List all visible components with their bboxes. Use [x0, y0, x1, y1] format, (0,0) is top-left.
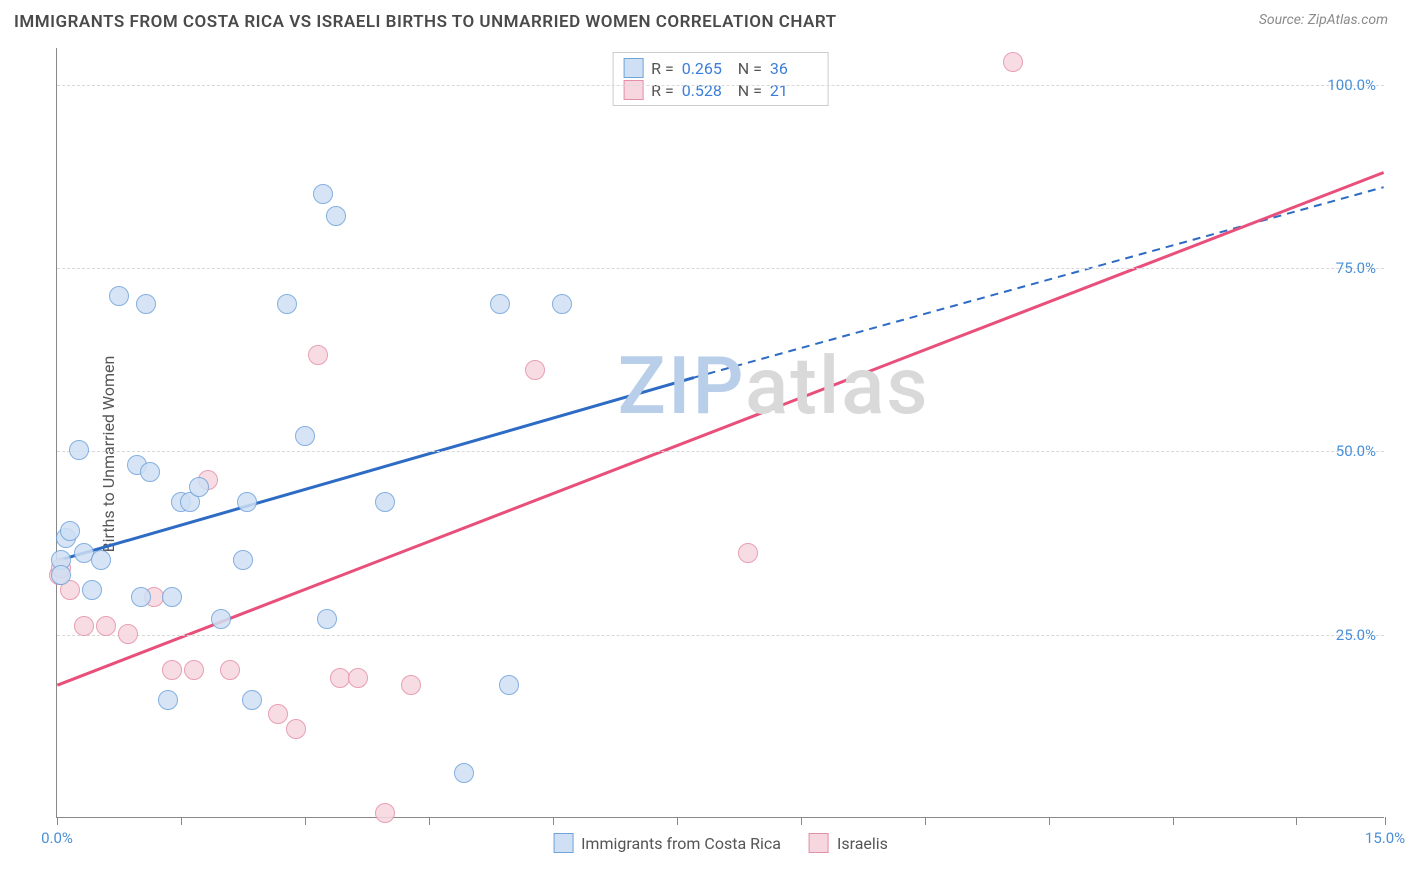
data-point — [317, 609, 337, 629]
data-point — [375, 803, 395, 823]
data-point — [136, 294, 156, 314]
gridline — [57, 85, 1384, 86]
x-tick — [1296, 817, 1297, 825]
x-tick — [801, 817, 802, 825]
data-point — [131, 587, 151, 607]
data-point — [308, 345, 328, 365]
n-value-a: 36 — [770, 59, 818, 78]
data-point — [286, 719, 306, 739]
data-point — [552, 294, 572, 314]
x-tick — [429, 817, 430, 825]
y-tick-label: 50.0% — [1336, 442, 1376, 460]
data-point — [96, 616, 116, 636]
source-credit: Source: ZipAtlas.com — [1259, 12, 1388, 28]
gridline — [57, 635, 1384, 636]
y-tick-label: 25.0% — [1336, 626, 1376, 644]
data-point — [1003, 52, 1023, 72]
x-tick-label: 0.0% — [41, 829, 73, 847]
series-b-label: Israelis — [837, 834, 888, 853]
data-point — [326, 206, 346, 226]
r-value-a: 0.265 — [682, 59, 730, 78]
data-point — [51, 565, 71, 585]
series-a-label: Immigrants from Costa Rica — [581, 834, 781, 853]
data-point — [375, 492, 395, 512]
data-point — [313, 184, 333, 204]
x-tick — [925, 817, 926, 825]
data-point — [118, 624, 138, 644]
swatch-series-a — [623, 58, 643, 78]
n-value-b: 21 — [770, 81, 818, 100]
chart-title: IMMIGRANTS FROM COSTA RICA VS ISRAELI BI… — [14, 12, 837, 32]
swatch-series-b — [623, 80, 643, 100]
data-point — [242, 690, 262, 710]
watermark: ZIPatlas — [618, 339, 930, 433]
data-point — [490, 294, 510, 314]
plot-area: ZIPatlas R =0.265 N =36 R =0.528 N =21 I… — [56, 48, 1384, 818]
data-point — [348, 668, 368, 688]
data-point — [401, 675, 421, 695]
data-point — [211, 609, 231, 629]
data-point — [189, 477, 209, 497]
data-point — [499, 675, 519, 695]
y-tick-label: 100.0% — [1327, 76, 1376, 94]
r-value-b: 0.528 — [682, 81, 730, 100]
x-tick — [57, 817, 58, 825]
x-tick — [677, 817, 678, 825]
data-point — [184, 660, 204, 680]
x-tick — [1173, 817, 1174, 825]
data-point — [738, 543, 758, 563]
data-point — [82, 580, 102, 600]
data-point — [140, 462, 160, 482]
data-point — [268, 704, 288, 724]
data-point — [233, 550, 253, 570]
data-point — [220, 660, 240, 680]
data-point — [74, 616, 94, 636]
stats-legend: R =0.265 N =36 R =0.528 N =21 — [612, 52, 829, 106]
data-point — [295, 426, 315, 446]
data-point — [158, 690, 178, 710]
x-tick — [181, 817, 182, 825]
y-tick-label: 75.0% — [1336, 259, 1376, 277]
data-point — [162, 660, 182, 680]
swatch-series-a-bottom — [553, 833, 573, 853]
data-point — [91, 550, 111, 570]
gridline — [57, 451, 1384, 452]
data-point — [525, 360, 545, 380]
data-point — [277, 294, 297, 314]
x-tick — [305, 817, 306, 825]
chart-container: Births to Unmarried Women ZIPatlas R =0.… — [14, 44, 1392, 864]
data-point — [109, 286, 129, 306]
x-tick — [1385, 817, 1386, 825]
data-point — [454, 763, 474, 783]
data-point — [162, 587, 182, 607]
x-tick-label: 15.0% — [1365, 829, 1405, 847]
series-legend: Immigrants from Costa Rica Israelis — [553, 833, 888, 853]
data-point — [60, 521, 80, 541]
x-tick — [1049, 817, 1050, 825]
swatch-series-b-bottom — [809, 833, 829, 853]
data-point — [69, 440, 89, 460]
gridline — [57, 268, 1384, 269]
data-point — [237, 492, 257, 512]
x-tick — [553, 817, 554, 825]
